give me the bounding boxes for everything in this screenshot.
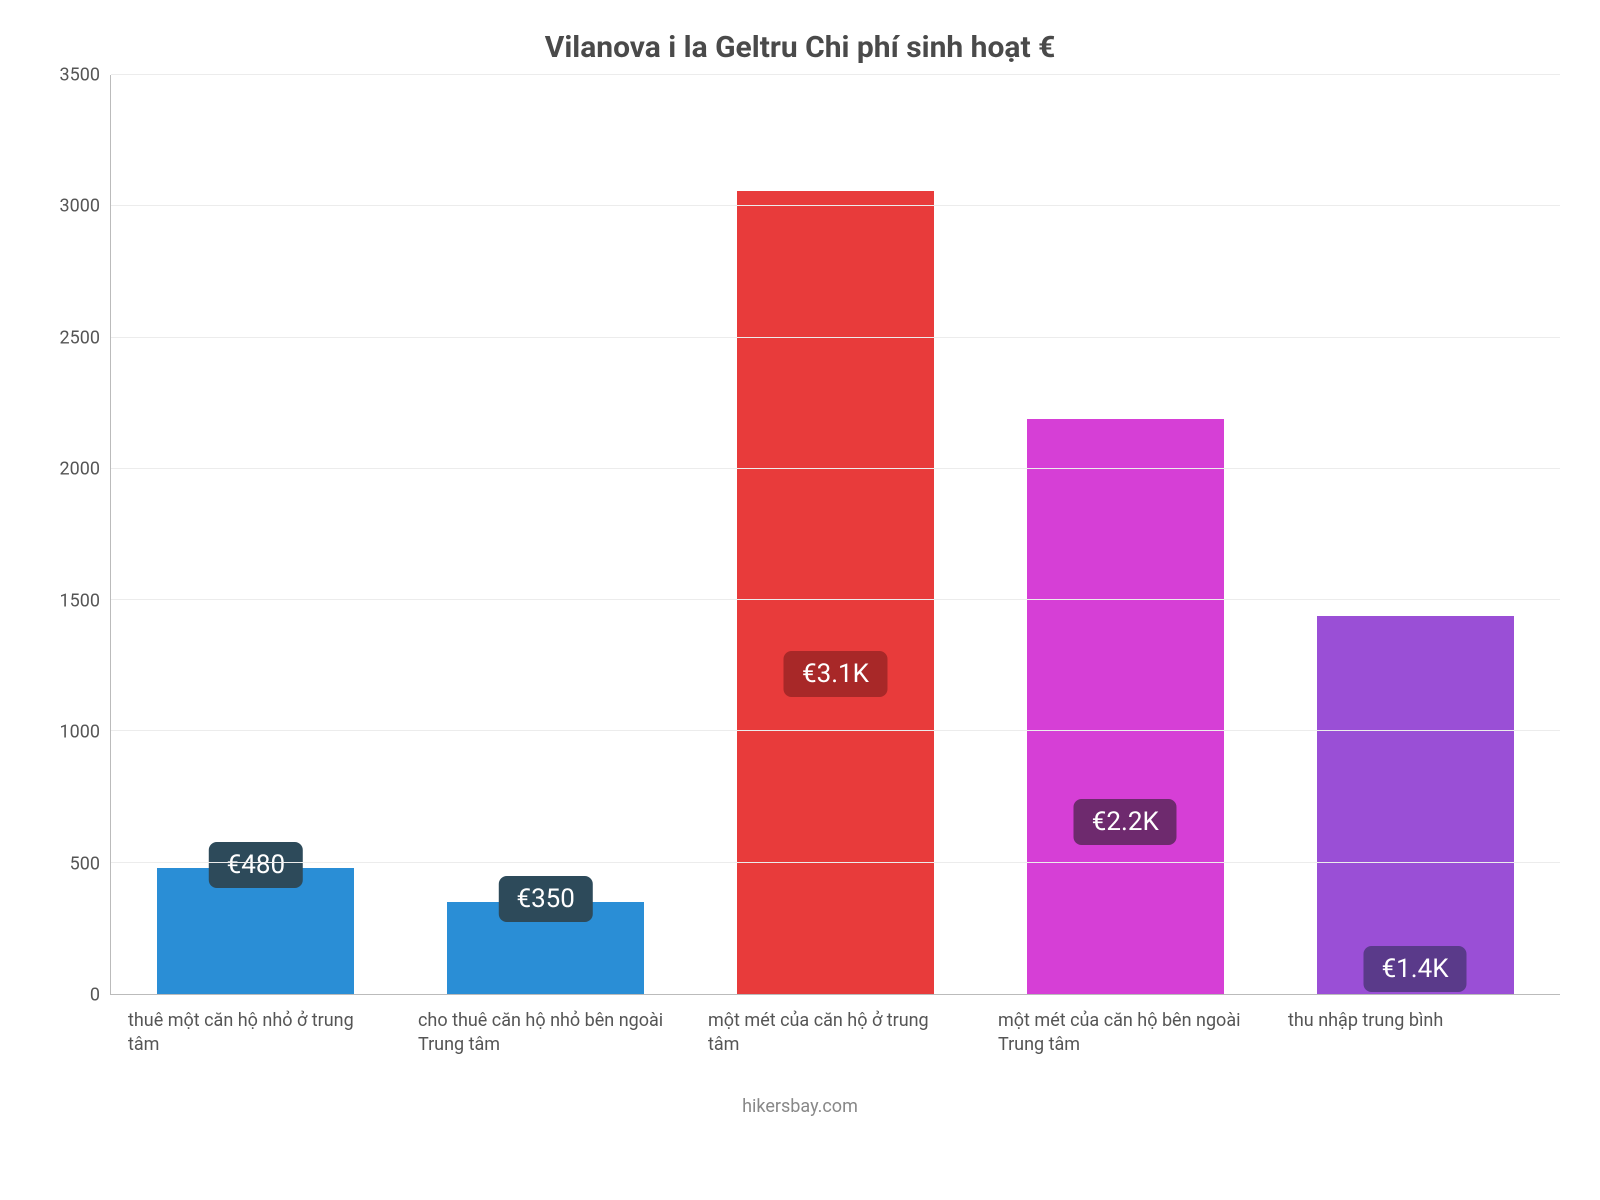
gridline [111,599,1560,600]
cost-of-living-chart: Vilanova i la Geltru Chi phí sinh hoạt €… [0,0,1600,1200]
y-axis: 0500100015002000250030003500 [40,75,110,995]
bar-value-label: €1.4K [1364,946,1467,992]
x-category-label: cho thuê căn hộ nhỏ bên ngoài Trung tâm [400,1009,690,1058]
gridline [111,205,1560,206]
source-attribution: hikersbay.com [40,1096,1560,1117]
y-tick-label: 3500 [60,65,100,86]
x-category-label: thu nhập trung bình [1270,1009,1560,1058]
bar: €2.2K [1027,419,1224,994]
gridline [111,730,1560,731]
y-tick-label: 0 [90,985,100,1006]
gridline [111,74,1560,75]
bar-value-label: €3.1K [784,651,887,697]
bar-slot: €2.2K [980,75,1270,994]
gridline [111,337,1560,338]
y-tick-label: 500 [70,853,100,874]
bar-value-label: €480 [209,842,303,888]
x-category-label: thuê một căn hộ nhỏ ở trung tâm [110,1009,400,1058]
plot-area: €480 €350 €3.1K €2.2K €1.4K [110,75,1560,995]
plot-row: 0500100015002000250030003500 €480€350€3.… [40,75,1560,995]
bar-slot: €350 [401,75,691,994]
bar: €350 [447,902,644,994]
gridline [111,468,1560,469]
bar: €480 [157,868,354,994]
y-tick-label: 2500 [60,327,100,348]
x-category-label: một mét của căn hộ ở trung tâm [690,1009,980,1058]
bars-container: €480 €350 €3.1K €2.2K €1.4K [111,75,1560,994]
bar-value-label: €2.2K [1074,799,1177,845]
y-tick-label: 3000 [60,196,100,217]
bar: €3.1K [737,191,934,994]
bar-slot: €3.1K [691,75,981,994]
bar-slot: €1.4K [1270,75,1560,994]
y-tick-label: 1500 [60,590,100,611]
x-axis: thuê một căn hộ nhỏ ở trung tâmcho thuê … [110,1009,1560,1058]
bar-slot: €480 [111,75,401,994]
gridline [111,862,1560,863]
bar: €1.4K [1317,616,1514,994]
x-category-label: một mét của căn hộ bên ngoài Trung tâm [980,1009,1270,1058]
y-tick-label: 1000 [60,722,100,743]
bar-value-label: €350 [498,876,592,922]
y-tick-label: 2000 [60,459,100,480]
chart-title: Vilanova i la Geltru Chi phí sinh hoạt € [40,30,1560,65]
